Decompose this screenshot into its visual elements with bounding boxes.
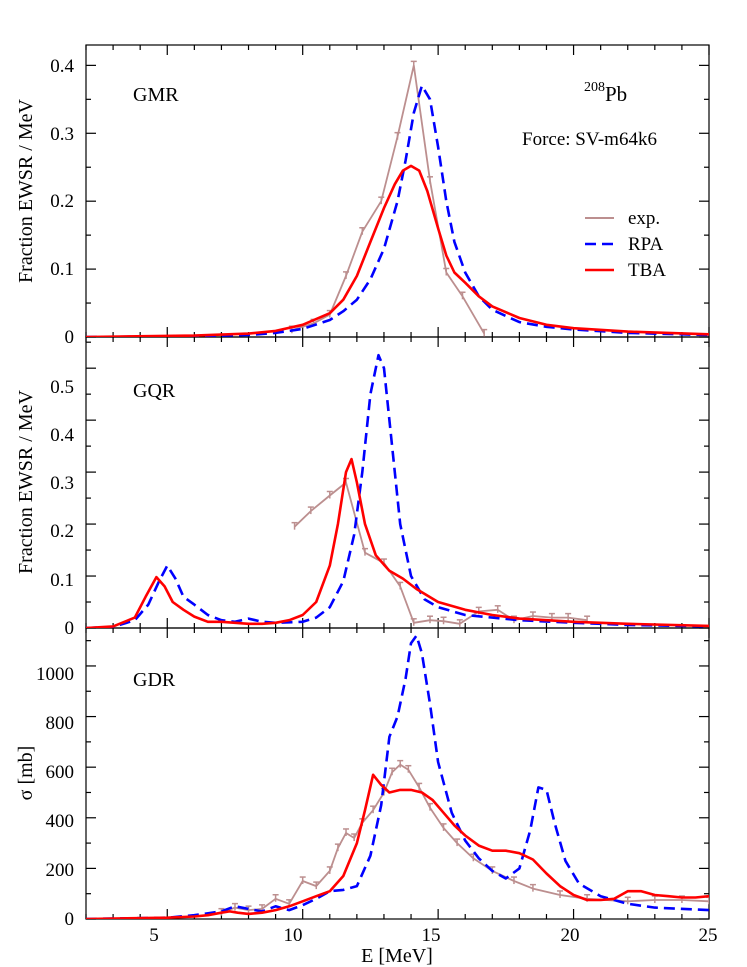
gqr-y-tick-label: 0.5 <box>50 377 74 398</box>
gqr-y-axis-title: Fraction EWSR / MeV <box>15 390 37 574</box>
x-tick-label: 10 <box>284 925 303 946</box>
gqr-panel-frame <box>85 336 710 629</box>
gqr-y-tick-label: 0.2 <box>50 521 74 542</box>
x-tick-labels: 5 10 15 20 25 <box>149 925 717 946</box>
legend-label-rpa: RPA <box>628 234 663 255</box>
gdr-panel-frame <box>85 627 710 920</box>
gdr-y-tick-label: 0 <box>65 909 75 930</box>
gqr-tba-line <box>86 457 709 628</box>
gqr-series-tba <box>86 457 709 628</box>
gdr-y-tick-label: 1000 <box>36 664 74 685</box>
gdr-y-tick-label: 600 <box>46 762 75 783</box>
axis-ticks <box>85 45 710 920</box>
legend-label-exp: exp. <box>628 208 660 229</box>
x-tick-label: 15 <box>422 925 441 946</box>
x-tick-label: 20 <box>561 925 580 946</box>
gdr-y-tick-label: 400 <box>46 811 75 832</box>
gdr-y-tick-label: 200 <box>46 860 75 881</box>
gmr-y-tick-label: 0.4 <box>50 56 74 77</box>
gdr-series-tba <box>86 773 709 919</box>
gmr-y-tick-labels: 0 0.1 0.2 0.3 0.4 <box>50 56 74 348</box>
x-axis-title: E [MeV] <box>361 945 433 967</box>
gdr-rpa-line <box>86 634 709 919</box>
gdr-series-rpa <box>86 634 709 919</box>
gmr-y-tick-label: 0.2 <box>50 191 74 212</box>
gqr-y-tick-labels: 0 0.1 0.2 0.3 0.4 0.5 <box>50 377 74 639</box>
gdr-panel-label: GDR <box>133 669 176 691</box>
gdr-y-axis-title: σ [mb] <box>15 746 37 801</box>
gmr-y-tick-label: 0.1 <box>50 259 74 280</box>
gqr-rpa-line <box>86 353 709 628</box>
gqr-y-tick-label: 0.1 <box>50 570 74 591</box>
gmr-panel-label: GMR <box>133 84 179 106</box>
legend: exp. RPA TBA <box>585 208 666 281</box>
gmr-series-tba <box>86 164 709 337</box>
gqr-series-exp <box>291 477 591 627</box>
gmr-rpa-line <box>86 84 709 337</box>
gmr-y-tick-label: 0.3 <box>50 124 74 145</box>
gqr-y-tick-label: 0.4 <box>50 425 74 446</box>
nucleus-label: 208Pb <box>584 80 627 106</box>
gqr-y-tick-label: 0.3 <box>50 473 74 494</box>
series-layer <box>86 60 709 919</box>
gmr-y-axis-title: Fraction EWSR / MeV <box>15 99 37 283</box>
gmr-series-rpa <box>86 84 709 337</box>
nucleus-mass-number: 208 <box>584 80 605 95</box>
gmr-tba-line <box>86 164 709 337</box>
nucleus-symbol: Pb <box>605 82 627 106</box>
x-tick-label: 25 <box>699 925 718 946</box>
gmr-y-tick-label: 0 <box>65 327 75 348</box>
x-tick-label: 5 <box>149 925 159 946</box>
gqr-panel-label: GQR <box>133 380 176 402</box>
gdr-y-tick-labels: 0 200 400 600 800 1000 <box>36 664 74 930</box>
gqr-series-rpa <box>86 353 709 628</box>
legend-label-tba: TBA <box>628 260 666 281</box>
force-label: Force: SV-m64k6 <box>522 129 657 150</box>
gqr-y-tick-label: 0 <box>65 618 75 639</box>
gdr-y-tick-label: 800 <box>46 713 75 734</box>
gmr-exp-line <box>291 64 485 335</box>
gdr-tba-line <box>86 773 709 919</box>
